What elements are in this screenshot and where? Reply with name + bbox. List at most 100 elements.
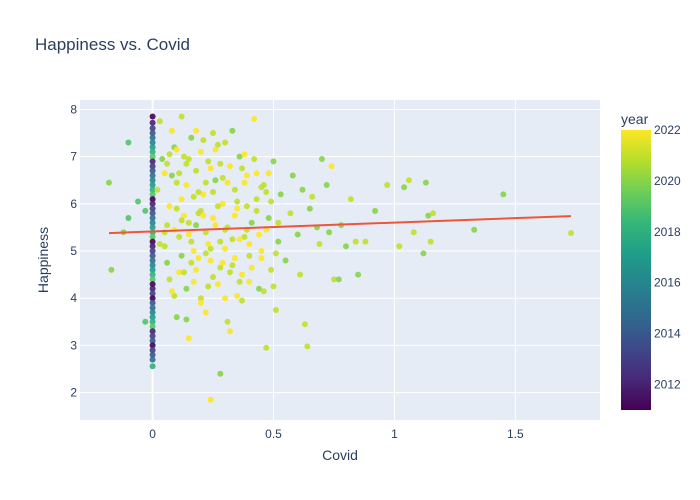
data-point: [159, 156, 166, 162]
data-point: [306, 205, 313, 212]
data-point: [331, 276, 337, 283]
data-point: [301, 321, 308, 328]
x-tick-label: 1: [391, 427, 398, 441]
data-point: [352, 238, 359, 245]
plot-area: [80, 100, 600, 420]
data-point: [166, 203, 173, 210]
data-point: [210, 274, 216, 280]
data-point: [263, 189, 270, 195]
data-point: [149, 158, 156, 165]
data-point: [149, 163, 156, 170]
data-point: [149, 144, 156, 151]
data-point: [193, 266, 200, 273]
y-tick-label: 4: [70, 291, 77, 305]
data-point: [149, 257, 156, 264]
data-point: [183, 285, 190, 292]
data-point: [256, 231, 262, 238]
data-point: [149, 125, 156, 132]
data-point: [275, 238, 282, 245]
colorbar-tick-label: 2016: [654, 276, 681, 290]
colorbar-tick-label: 2022: [654, 123, 681, 137]
colorbar: [621, 130, 651, 410]
data-point: [176, 170, 183, 177]
data-point: [258, 184, 265, 191]
data-point: [326, 229, 333, 236]
data-point: [214, 281, 221, 288]
data-point: [183, 160, 190, 167]
data-point: [156, 118, 163, 125]
data-point: [427, 238, 434, 245]
data-point: [231, 255, 238, 262]
data-point: [164, 160, 171, 167]
data-point: [207, 396, 214, 403]
data-point: [227, 328, 233, 335]
data-point: [222, 139, 229, 146]
data-point: [207, 257, 214, 264]
data-point: [219, 200, 226, 207]
data-point: [149, 167, 156, 174]
data-point: [277, 191, 284, 198]
data-point: [219, 259, 226, 266]
data-point: [149, 177, 156, 184]
data-point: [178, 252, 185, 259]
data-point: [265, 170, 272, 177]
data-point: [471, 226, 478, 233]
data-point: [193, 222, 200, 229]
data-point: [149, 328, 156, 335]
data-point: [241, 151, 248, 158]
data-point: [188, 134, 195, 141]
data-point: [200, 137, 207, 144]
data-point: [222, 245, 229, 252]
data-point: [149, 299, 156, 306]
data-point: [568, 230, 574, 237]
data-point: [239, 297, 245, 304]
data-point: [149, 351, 156, 358]
data-point: [212, 146, 219, 153]
data-point: [207, 165, 214, 172]
grid-lines: [80, 100, 600, 420]
data-point: [178, 113, 185, 120]
data-point: [239, 165, 245, 172]
data-point: [149, 224, 156, 231]
data-point: [149, 356, 156, 363]
data-point: [275, 219, 282, 226]
data-point: [234, 205, 241, 212]
data-point: [241, 179, 248, 186]
data-point: [142, 207, 149, 214]
data-point: [243, 203, 250, 210]
data-point: [231, 186, 238, 193]
data-point: [168, 172, 175, 179]
data-point: [205, 283, 212, 290]
data-point: [246, 241, 253, 247]
data-point: [420, 250, 427, 257]
data-point: [149, 243, 156, 250]
data-point: [149, 113, 156, 120]
data-point: [106, 179, 112, 186]
data-point: [149, 290, 156, 297]
data-point: [253, 170, 260, 177]
data-point: [217, 370, 224, 377]
data-point: [181, 212, 187, 219]
data-point: [178, 217, 185, 224]
data-point: [384, 182, 391, 188]
data-point: [202, 229, 209, 236]
data-point: [149, 318, 156, 325]
y-tick-label: 6: [70, 197, 77, 211]
data-point: [236, 153, 243, 160]
data-point: [210, 189, 216, 195]
data-point: [173, 205, 180, 212]
data-point: [430, 210, 437, 217]
data-point: [149, 205, 156, 212]
data-point: [149, 219, 156, 226]
y-tick-label: 5: [70, 244, 77, 258]
data-point: [149, 196, 156, 203]
x-axis-title: Covid: [322, 447, 358, 463]
colorbar-tick-label: 2014: [654, 327, 681, 341]
data-point: [166, 151, 173, 158]
data-point: [185, 156, 192, 162]
data-point: [149, 119, 156, 126]
data-point: [149, 238, 156, 245]
data-point: [185, 231, 192, 238]
data-point: [347, 196, 354, 203]
data-point: [176, 269, 183, 276]
